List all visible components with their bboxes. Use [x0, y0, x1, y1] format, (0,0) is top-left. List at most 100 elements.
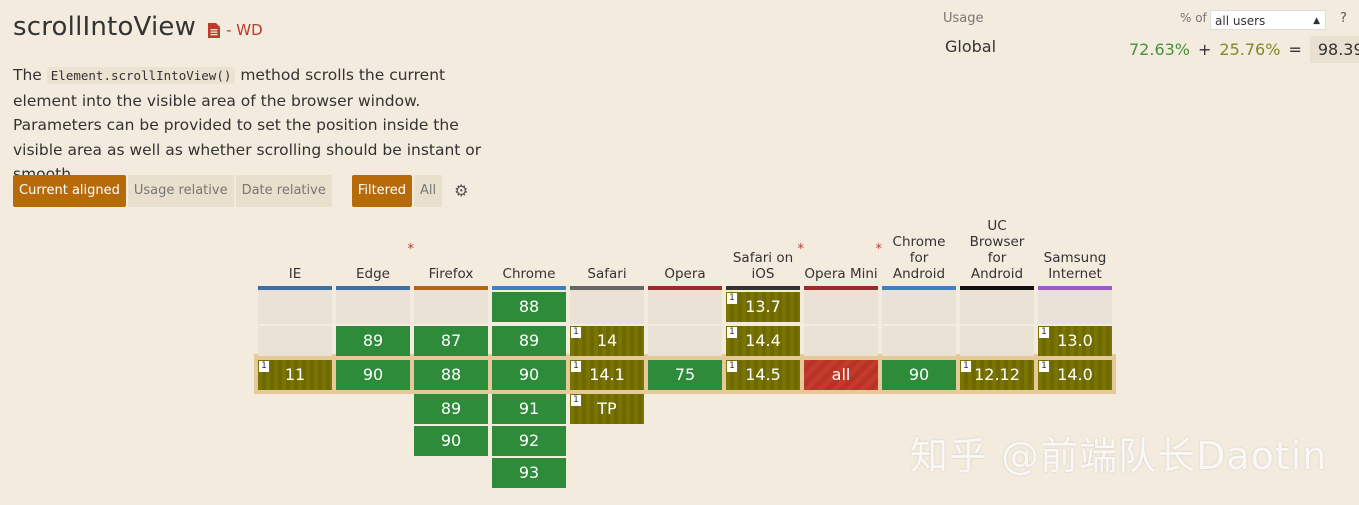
version-label: all: [831, 365, 851, 384]
api-code: Element.scrollIntoView(): [46, 67, 236, 84]
empty-cell: [258, 290, 332, 324]
users-select[interactable]: all users ▲: [1210, 10, 1326, 30]
browser-name: Opera: [664, 266, 706, 282]
help-link[interactable]: ?: [1340, 11, 1347, 26]
version-label: 14: [596, 331, 618, 350]
browser-color-bar: [336, 286, 410, 290]
desc-text: The: [13, 66, 47, 84]
version-cell[interactable]: 89: [336, 326, 410, 356]
browser-header-safari-on-ios: Safari on iOS *: [726, 220, 804, 282]
browser-name: Samsung Internet: [1043, 250, 1107, 282]
version-cell[interactable]: 91: [492, 394, 566, 424]
note-number: 1: [571, 361, 581, 372]
version-label: 92: [518, 431, 540, 450]
version-cell[interactable]: 13.0 1: [1038, 326, 1112, 356]
equals-sign: =: [1288, 40, 1302, 59]
version-cell[interactable]: 75: [648, 360, 722, 390]
browser-name: UC Browser for Android: [969, 218, 1025, 282]
version-cell[interactable]: 88: [414, 360, 488, 390]
note-number: 1: [961, 361, 971, 372]
version-cell[interactable]: 12.12 1: [960, 360, 1034, 390]
browser-color-bar: [726, 286, 800, 290]
version-cell[interactable]: 13.7 1: [726, 292, 800, 322]
version-label: 90: [518, 365, 540, 384]
empty-cell: [570, 290, 644, 324]
version-label: 13.0: [1057, 331, 1093, 350]
version-label: 90: [362, 365, 384, 384]
version-label: 12.12: [974, 365, 1020, 384]
empty-cell: [960, 290, 1034, 324]
browser-color-bar: [1038, 286, 1112, 290]
browser-header-uc-browser-for-android: UC Browser for Android: [960, 218, 1034, 282]
version-label: 90: [440, 431, 462, 450]
empty-cell: [882, 326, 956, 356]
select-arrow-icon: ▲: [1313, 16, 1320, 26]
version-cell[interactable]: 93: [492, 458, 566, 488]
empty-cell: [960, 326, 1034, 356]
version-cell[interactable]: 89: [414, 394, 488, 424]
browser-color-bar: [882, 286, 956, 290]
version-label: 89: [362, 331, 384, 350]
browser-header-ie: IE: [258, 220, 332, 282]
empty-cell: [258, 326, 332, 356]
empty-cell: [804, 326, 878, 356]
version-cell[interactable]: 14.5 1: [726, 360, 800, 390]
full-support-pct: 72.63%: [1129, 40, 1191, 59]
plus-sign: +: [1198, 40, 1212, 59]
browser-color-bar: [258, 286, 332, 290]
version-label: 88: [518, 297, 540, 316]
spec-status: - WD: [226, 21, 263, 39]
version-cell[interactable]: 90: [414, 426, 488, 456]
version-cell[interactable]: 14.4 1: [726, 326, 800, 356]
browser-header-safari: Safari: [570, 220, 644, 282]
browser-name: Chrome for Android: [892, 234, 946, 282]
empty-cell: [336, 290, 410, 324]
version-label: 14.4: [745, 331, 781, 350]
version-cell[interactable]: 14 1: [570, 326, 644, 356]
gear-icon[interactable]: ⚙: [454, 181, 469, 200]
version-cell[interactable]: 92: [492, 426, 566, 456]
feature-header: scrollIntoView - WD: [13, 12, 263, 42]
version-cell[interactable]: 90: [882, 360, 956, 390]
note-number: 1: [727, 327, 737, 338]
browser-header-opera: Opera: [648, 220, 722, 282]
version-cell[interactable]: 14.0 1: [1038, 360, 1112, 390]
document-icon: [208, 22, 221, 38]
version-label: 87: [440, 331, 462, 350]
page-title: scrollIntoView: [13, 12, 197, 42]
note-asterisk: *: [797, 242, 805, 257]
note-number: 1: [1039, 327, 1049, 338]
version-cell[interactable]: 87: [414, 326, 488, 356]
date-relative-button[interactable]: Date relative: [235, 175, 332, 207]
version-cell[interactable]: 90: [492, 360, 566, 390]
version-cell[interactable]: 89: [492, 326, 566, 356]
browser-color-bar: [492, 286, 566, 290]
version-cell[interactable]: 88: [492, 292, 566, 322]
note-number: 1: [727, 293, 737, 304]
filtered-button[interactable]: Filtered: [351, 175, 412, 207]
version-label: 14.5: [745, 365, 781, 384]
version-cell[interactable]: 11 1: [258, 360, 332, 390]
usage-totals: 72.63% + 25.76% = 98.39%: [1129, 36, 1359, 63]
browser-header-chrome: Chrome: [492, 220, 566, 282]
spec-link[interactable]: - WD: [208, 21, 263, 39]
browser-name: Chrome: [502, 266, 556, 282]
version-cell[interactable]: 90: [336, 360, 410, 390]
view-controls: Current aligned Usage relative Date rela…: [13, 175, 468, 207]
version-cell[interactable]: 14.1 1: [570, 360, 644, 390]
empty-cell: [414, 290, 488, 324]
version-label: 91: [518, 399, 540, 418]
empty-cell: [648, 290, 722, 324]
version-label: TP: [597, 399, 617, 418]
pct-of-label: % of: [1180, 11, 1207, 25]
version-cell[interactable]: TP 1: [570, 394, 644, 424]
desc-text: method scrolls the current element into …: [13, 66, 482, 183]
all-button[interactable]: All: [414, 175, 443, 207]
version-label: 89: [518, 331, 540, 350]
note-number: 1: [259, 361, 269, 372]
usage-relative-button[interactable]: Usage relative: [127, 175, 234, 207]
version-label: 93: [518, 463, 540, 482]
current-aligned-button[interactable]: Current aligned: [13, 175, 126, 207]
browser-header-firefox: Firefox: [414, 220, 488, 282]
version-cell[interactable]: all: [804, 360, 878, 390]
